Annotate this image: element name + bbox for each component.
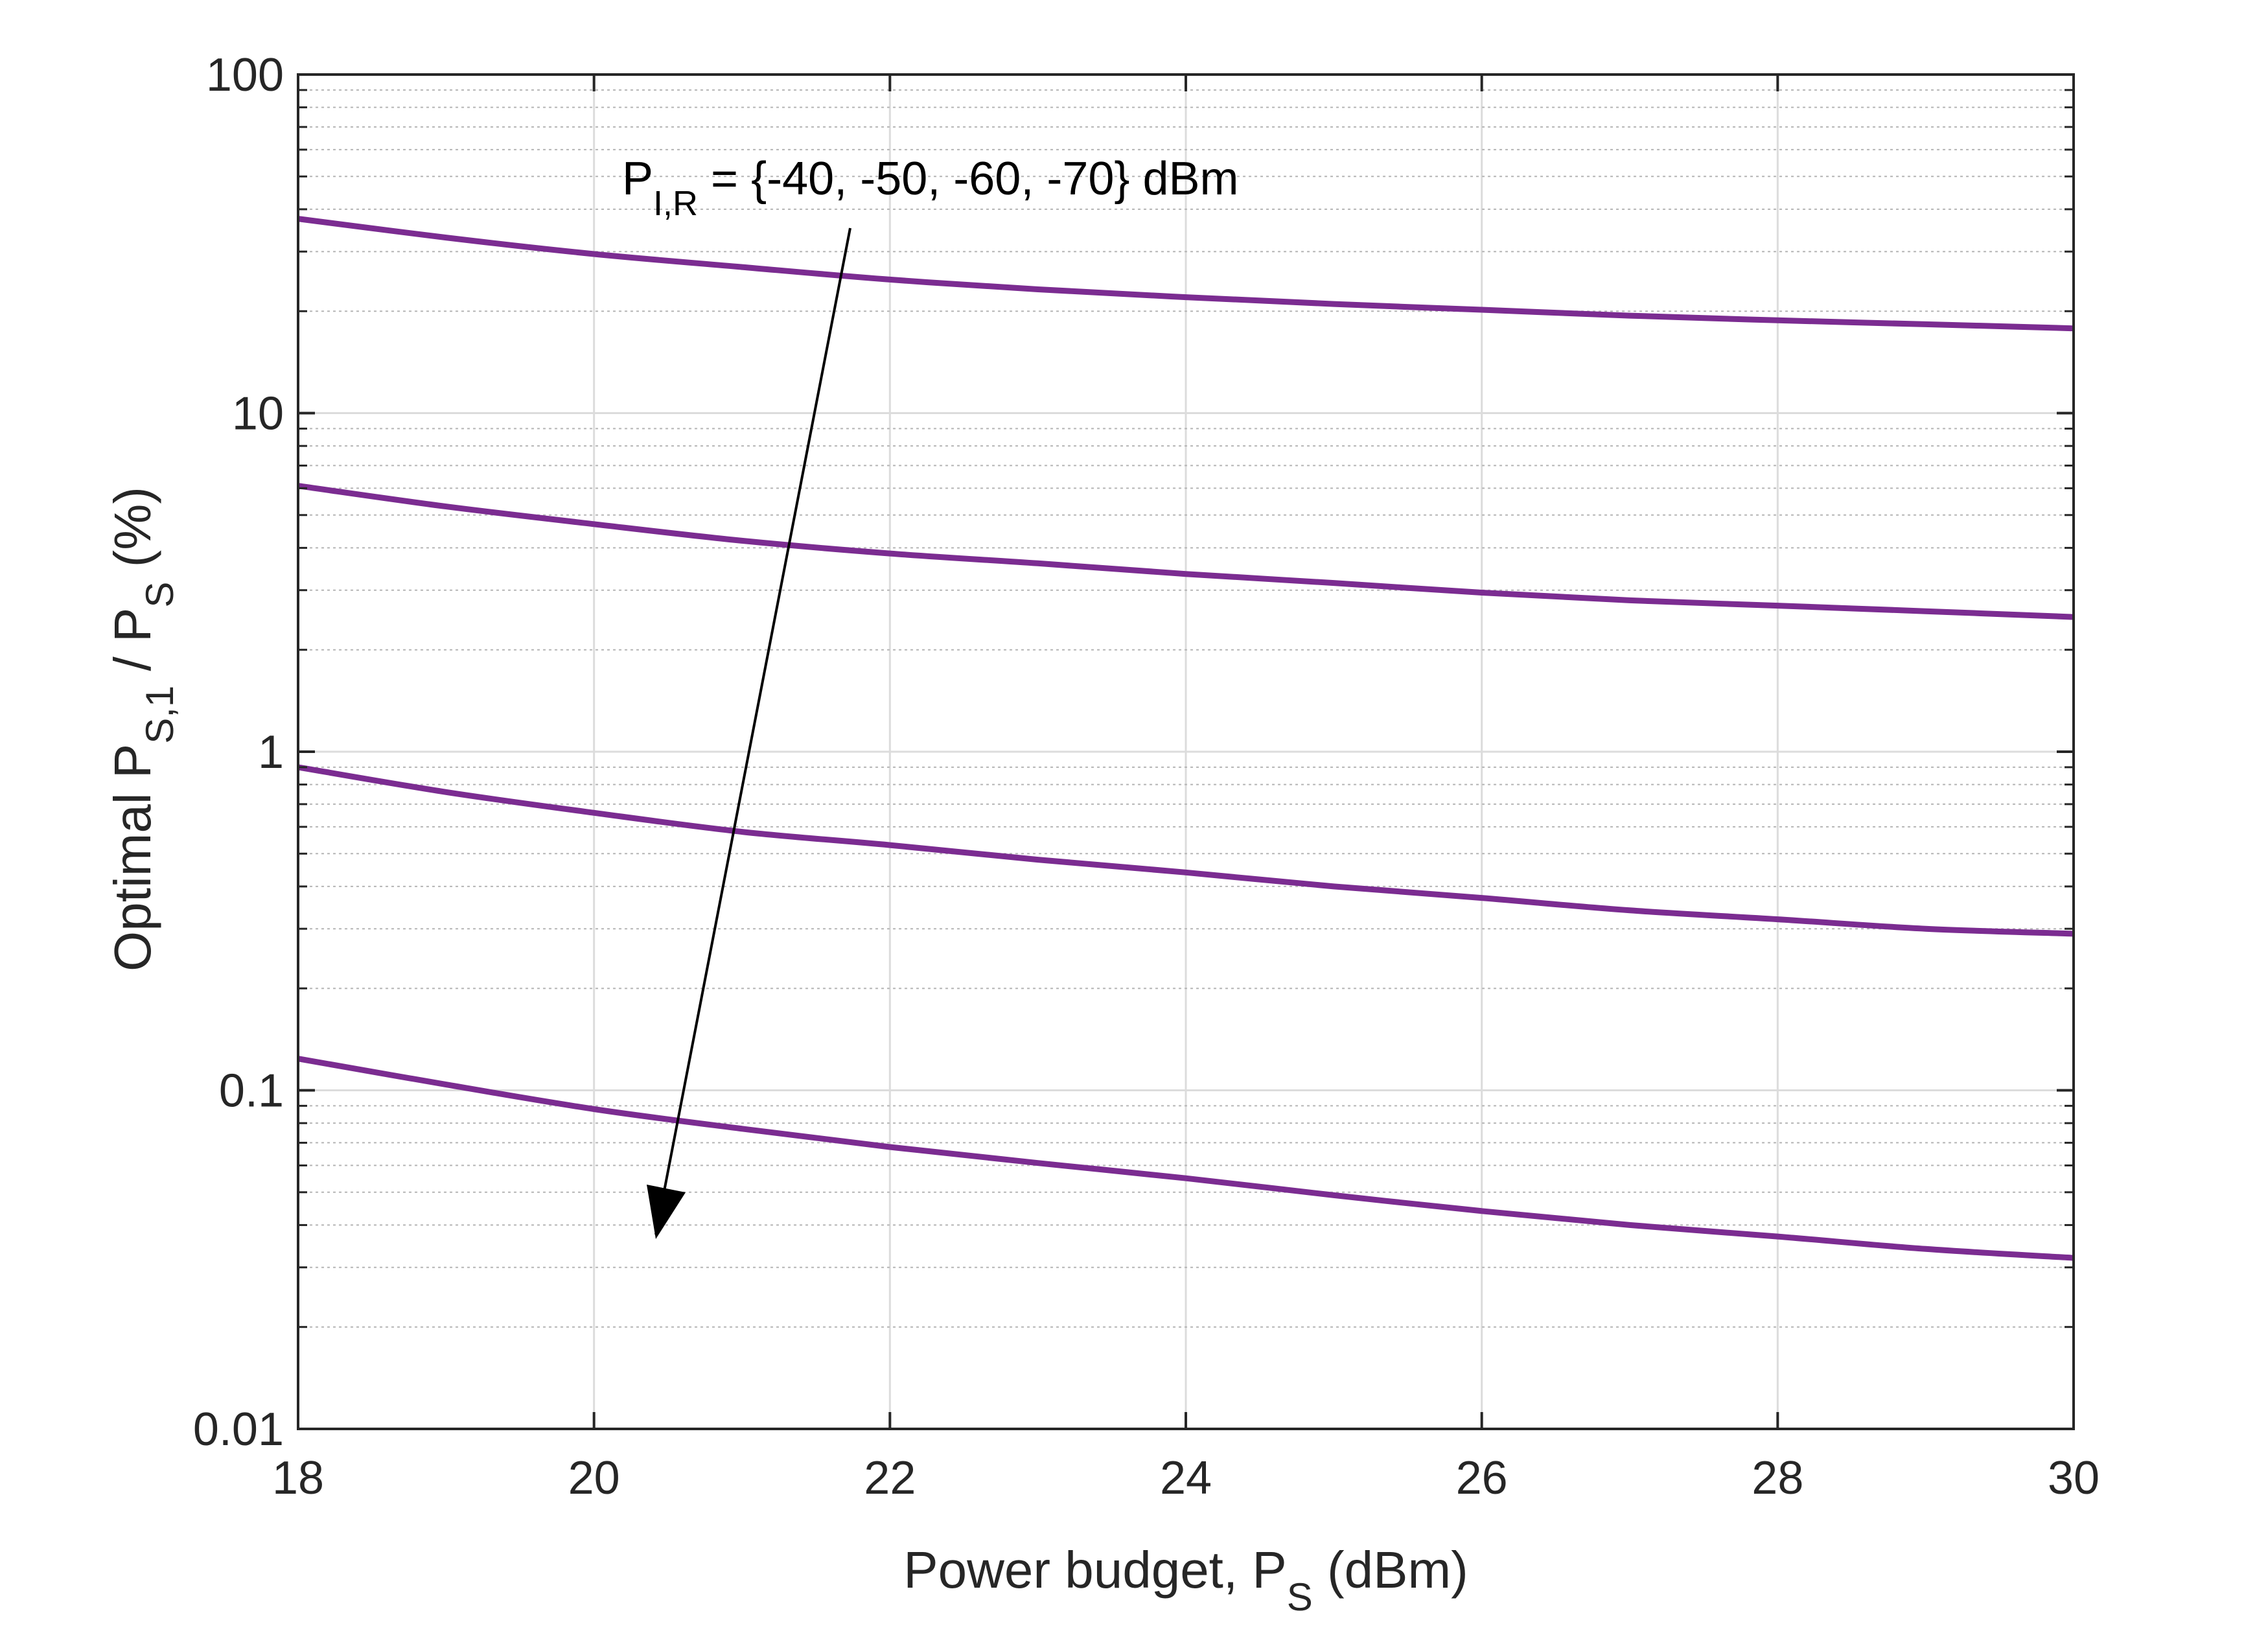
annotation: PI,R = {-40, -50, -60, -70} dBm (622, 153, 1239, 1239)
series-line-2 (297, 483, 2074, 620)
annotation-arrow (654, 227, 851, 1235)
x-tick-label: 20 (568, 1452, 620, 1504)
x-axis-label-main: Power budget, P (903, 1541, 1286, 1599)
x-tick-label: 22 (864, 1452, 916, 1504)
y-axis-label-main: Optimal P (104, 744, 161, 971)
y-axis-label-mid: / P (104, 608, 161, 686)
y-axis-label-sub2: S (138, 582, 181, 608)
x-axis-label-sub: S (1287, 1575, 1313, 1619)
annotation-text: PI,R = {-40, -50, -60, -70} dBm (622, 153, 1239, 223)
x-tick-label: 24 (1160, 1452, 1212, 1504)
y-axis-label-sub1: S,1 (138, 686, 181, 744)
x-axis-label: Power budget, PS (dBm) (903, 1541, 1468, 1619)
annotation-main: P (622, 153, 653, 205)
ticks: 18 20 22 24 26 28 30 0.01 0.1 1 10 100 (193, 49, 2100, 1504)
annotation-arrowhead (647, 1185, 686, 1239)
y-tick-label: 0.01 (193, 1404, 284, 1455)
y-axis-label: Optimal PS,1 / PS (%) (104, 487, 181, 971)
x-tick-label: 30 (2048, 1452, 2100, 1504)
x-tick-label: 18 (272, 1452, 324, 1504)
series-line-4 (297, 1056, 2074, 1261)
x-tick-label: 28 (1752, 1452, 1803, 1504)
annotation-tail: = {-40, -50, -60, -70} dBm (698, 153, 1238, 205)
series-line-3 (297, 764, 2074, 937)
annotation-sub: I,R (653, 184, 698, 223)
y-tick-label: 10 (232, 388, 284, 440)
series-line-1 (297, 216, 2074, 332)
y-tick-label: 100 (206, 49, 284, 101)
y-tick-label: 1 (258, 726, 284, 778)
x-axis-label-tail: (dBm) (1313, 1541, 1468, 1599)
x-tick-label: 26 (1456, 1452, 1508, 1504)
y-tick-label: 0.1 (219, 1065, 284, 1117)
series-lines (297, 216, 2074, 1261)
y-axis-label-tail: (%) (104, 487, 161, 582)
